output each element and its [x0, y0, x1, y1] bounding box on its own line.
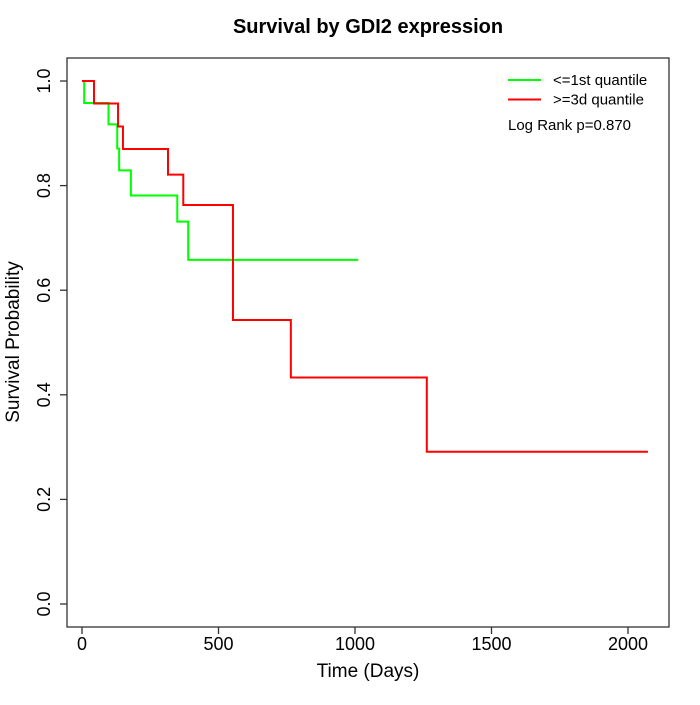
- legend-label-third-quantile: >=3d quantile: [553, 92, 644, 109]
- x-tick-label: 500: [203, 634, 233, 654]
- x-tick-label: 1500: [471, 634, 511, 654]
- chart-title: Survival by GDI2 expression: [233, 16, 503, 38]
- series-line-first-quantile: [82, 80, 359, 261]
- y-tick-label: 0.4: [34, 382, 54, 407]
- x-tick-label: 0: [77, 634, 87, 654]
- x-tick-label: 1000: [335, 634, 375, 654]
- x-axis-title: Time (Days): [317, 661, 420, 682]
- y-tick-label: 0.6: [34, 278, 54, 303]
- log-rank-annotation: Log Rank p=0.870: [508, 117, 631, 134]
- series-line-third-quantile: [82, 80, 648, 453]
- y-axis-title: Survival Probability: [3, 261, 24, 423]
- plot-generated-layer: 0 500 1000 1500 2000 0.0 0.2 0.4 0.6 0.8 1.0: [34, 57, 670, 654]
- y-tick-label: 0.2: [34, 487, 54, 512]
- x-tick-label: 2000: [608, 634, 648, 654]
- plot-area: [66, 57, 670, 628]
- y-tick-label: 0.0: [34, 591, 54, 616]
- y-tick-label: 1.0: [34, 68, 54, 93]
- legend: <=1st quantile >=3d quantile Log Rank p=…: [508, 72, 647, 134]
- y-tick-label: 0.8: [34, 173, 54, 198]
- legend-label-first-quantile: <=1st quantile: [553, 72, 647, 89]
